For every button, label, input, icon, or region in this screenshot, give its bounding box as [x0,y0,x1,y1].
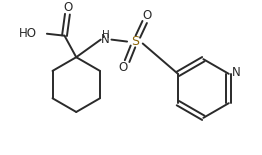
Text: H: H [102,30,110,40]
Text: HO: HO [19,27,37,40]
Text: N: N [101,33,110,46]
Text: O: O [64,1,73,14]
Text: N: N [232,66,241,79]
Text: O: O [118,62,128,74]
Text: S: S [131,35,139,48]
Text: O: O [142,9,151,22]
